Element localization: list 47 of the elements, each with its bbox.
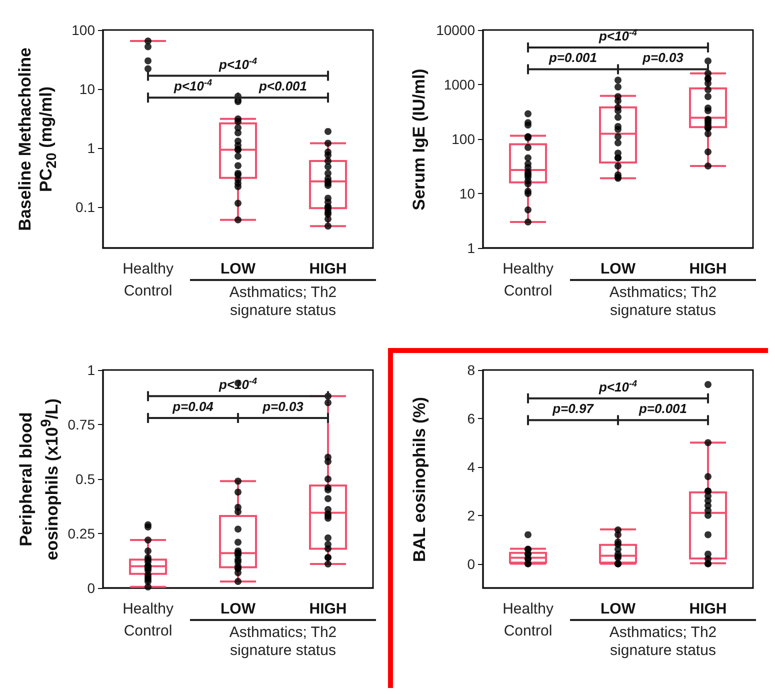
x-tick-label: LOW <box>600 600 636 618</box>
x-tick-label: Healthy Control <box>502 260 554 300</box>
y-tick-label: 8 <box>467 362 476 378</box>
y-axis-title: BAL eosinophils (%) <box>408 396 430 562</box>
x-tick-label: Healthy Control <box>122 600 174 640</box>
annotation: p<0.001 <box>258 78 308 94</box>
annotation: p=0.03 <box>642 50 684 66</box>
annotation: p=0.03 <box>262 398 304 414</box>
y-tick-label: 1 <box>87 140 96 156</box>
y-tick-label: 0.5 <box>76 471 96 487</box>
x-tick-label: HIGH <box>689 600 727 618</box>
x-tick-label: Healthy Control <box>122 260 174 300</box>
text: Asthmatics; Th2 signature status <box>608 624 718 660</box>
y-tick-label: 0.25 <box>68 526 96 542</box>
x-tick-label: LOW <box>600 260 636 278</box>
y-tick-label: 100 <box>452 131 476 147</box>
annotation: p=0.97 <box>552 401 594 416</box>
y-tick-label: 1 <box>87 362 96 378</box>
y-tick-label: 10000 <box>436 22 476 38</box>
y-tick-label: 10 <box>79 80 96 97</box>
y-tick-label: 2 <box>467 507 476 524</box>
y-tick-label: 1000 <box>444 76 476 92</box>
annotation: p<10$^{-4}$ <box>598 378 638 394</box>
x-tick-label: Healthy Control <box>502 600 554 640</box>
y-tick-label: 1 <box>467 240 476 256</box>
x-tick-label: LOW <box>220 600 256 618</box>
text: Asthmatics; Th2 signature status <box>608 284 718 320</box>
y-tick-label: 0 <box>467 556 476 572</box>
y-tick-label: 6 <box>467 410 476 426</box>
annotation: p=0.04 <box>172 398 214 414</box>
text: Asthmatics; Th2 signature status <box>228 624 338 660</box>
x-tick-label: HIGH <box>309 260 347 278</box>
annotation: p=0.001 <box>638 401 688 416</box>
y-tick-label: 0.75 <box>68 416 96 432</box>
y-tick-label: 10 <box>459 186 476 202</box>
y-tick-label: 0 <box>87 580 96 596</box>
x-tick-label: HIGH <box>689 260 727 278</box>
text: Asthmatics; Th2 signature status <box>228 284 338 320</box>
y-tick-label: 0.1 <box>76 198 96 215</box>
x-tick-label: LOW <box>220 260 256 278</box>
y-tick-label: 4 <box>467 458 476 475</box>
annotation: p=0.001 <box>548 50 598 66</box>
y-axis-title: Serum IgE (IU/ml) <box>408 68 430 210</box>
annotation: p<10$^{-4}$ <box>218 56 258 72</box>
annotation: p<10$^{-4}$ <box>172 78 212 94</box>
x-tick-label: HIGH <box>309 600 347 618</box>
y-tick-label: 100 <box>72 22 96 38</box>
